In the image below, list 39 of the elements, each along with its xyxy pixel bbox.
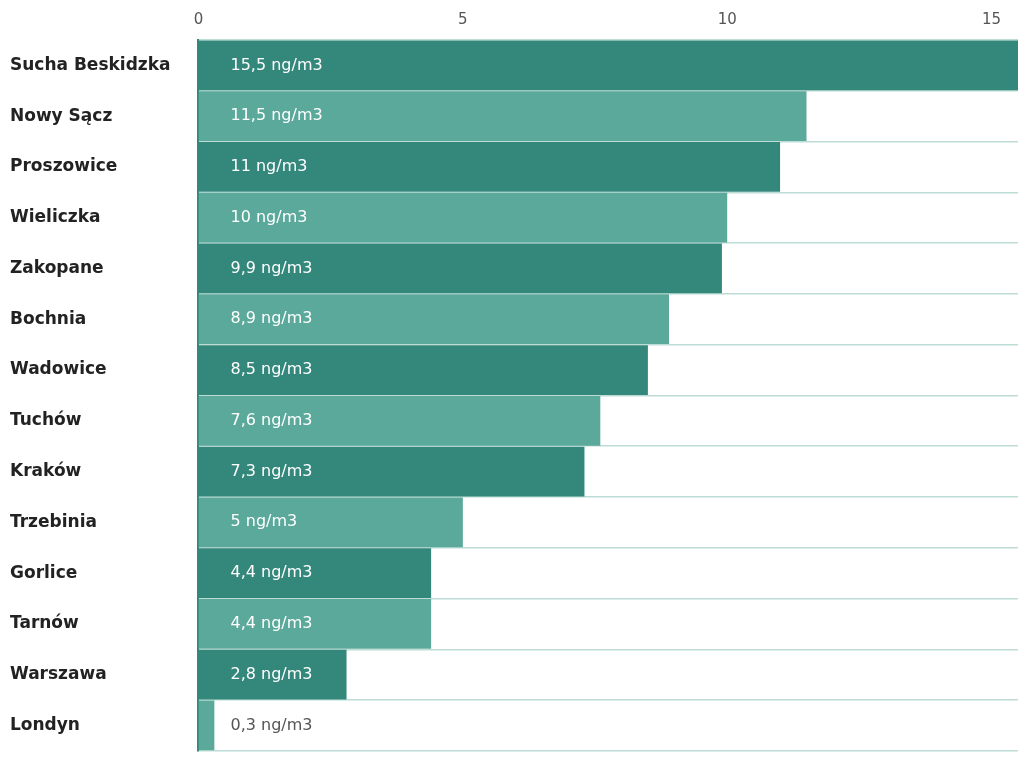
y-tick-label: Tuchów <box>10 409 82 430</box>
data-label: 7,6 ng/m3 <box>230 409 313 429</box>
bar <box>198 91 807 142</box>
bar <box>198 598 432 649</box>
x-tick-label: 15 <box>982 9 1002 28</box>
x-tick-label: 5 <box>458 9 468 28</box>
y-tick-label: Tarnów <box>10 612 80 633</box>
data-label: 10 ng/m3 <box>230 206 308 226</box>
data-label: 4,4 ng/m3 <box>230 613 313 633</box>
y-tick-label: Nowy Sącz <box>10 104 113 125</box>
y-tick-label: Gorlice <box>10 561 78 582</box>
data-label: 8,9 ng/m3 <box>230 308 313 328</box>
x-tick-label: 10 <box>717 9 737 28</box>
bar <box>198 395 601 446</box>
data-label: 7,3 ng/m3 <box>230 460 313 480</box>
y-tick-label: Proszowice <box>10 155 118 176</box>
data-label: 0,3 ng/m3 <box>230 714 313 734</box>
y-tick-label: Sucha Beskidzka <box>10 53 171 74</box>
bar <box>198 294 670 345</box>
data-label: 11,5 ng/m3 <box>230 105 323 125</box>
data-label: 4,4 ng/m3 <box>230 562 313 582</box>
y-tick-label: Wieliczka <box>10 206 101 227</box>
data-label: 11 ng/m3 <box>230 156 308 176</box>
y-tick-label: Wadowice <box>10 358 107 379</box>
y-tick-label: Kraków <box>10 459 82 480</box>
x-tick-label: 0 <box>193 9 204 28</box>
y-tick-label: Zakopane <box>10 256 104 277</box>
data-label: 5 ng/m3 <box>230 511 298 531</box>
bar <box>198 497 463 548</box>
data-label: 15,5 ng/m3 <box>230 54 323 74</box>
data-label: 2,8 ng/m3 <box>230 663 313 683</box>
y-tick-label: Londyn <box>10 713 80 734</box>
bar <box>198 700 215 751</box>
y-tick-label: Bochnia <box>10 307 87 328</box>
data-label: 8,5 ng/m3 <box>230 359 313 379</box>
y-tick-label: Warszawa <box>10 663 107 684</box>
bar <box>198 192 728 243</box>
y-tick-label: Trzebinia <box>10 510 97 531</box>
data-label: 9,9 ng/m3 <box>230 257 313 277</box>
